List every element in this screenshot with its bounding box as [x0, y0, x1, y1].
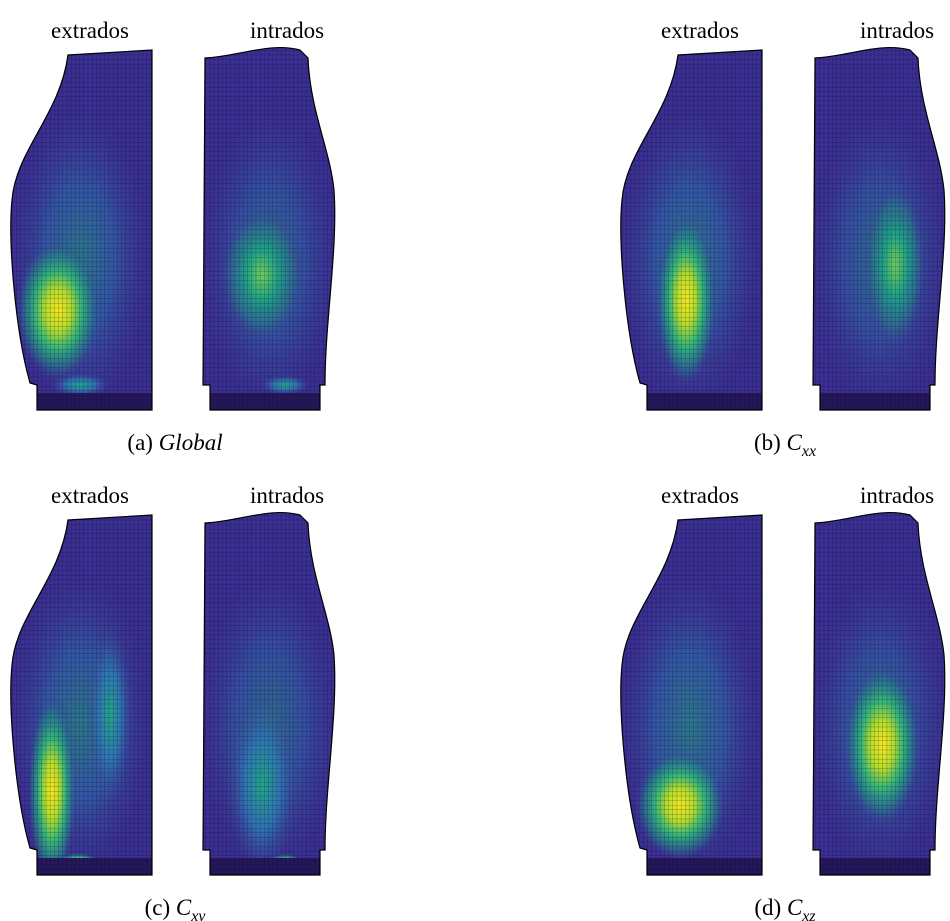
mesh: [620, 512, 945, 875]
blade-outline: [812, 46, 946, 411]
caption-tag: (b): [754, 430, 781, 455]
mesh: [620, 47, 945, 410]
caption-subscript: xy: [190, 908, 206, 921]
heatmap: [10, 512, 335, 875]
heatmap: [10, 47, 335, 410]
panel: extrados intrados (d) Cxz: [620, 483, 946, 921]
blade-outline: [202, 46, 336, 411]
caption: (a) Global: [127, 430, 222, 455]
blade-label: intrados: [250, 18, 324, 43]
caption-text: Global: [159, 430, 223, 455]
heatmap: [620, 512, 945, 875]
blade-label: extrados: [51, 483, 129, 508]
blade-outline: [202, 511, 336, 876]
caption-tag: (d): [754, 895, 781, 920]
caption-subscript: xz: [801, 908, 816, 921]
caption-tag: (a): [127, 430, 153, 455]
blade-outline: [10, 49, 153, 411]
mesh: [10, 47, 335, 410]
panel: extrados intrados (b) Cxx: [620, 18, 946, 460]
heatmap: [620, 47, 945, 410]
panel: extrados intrados (c) Cxy: [10, 483, 336, 921]
blade-label: extrados: [661, 18, 739, 43]
caption-symbol: C: [787, 895, 803, 920]
blade-label: intrados: [860, 483, 934, 508]
caption: (d) Cxz: [754, 895, 816, 921]
caption: (c) Cxy: [145, 895, 207, 921]
mesh: [10, 512, 335, 875]
blade-label: intrados: [250, 483, 324, 508]
caption: (b) Cxx: [754, 430, 816, 460]
caption-symbol: C: [787, 430, 803, 455]
caption-subscript: xx: [801, 443, 816, 460]
blade-label: extrados: [661, 483, 739, 508]
blade-label: extrados: [51, 18, 129, 43]
blade-label: intrados: [860, 18, 934, 43]
blade-outline: [10, 514, 153, 876]
caption-tag: (c): [145, 895, 171, 920]
panel: extrados intrados (a) Global: [10, 18, 336, 455]
blade-outline: [620, 49, 763, 411]
blade-outline: [620, 514, 763, 876]
blade-outline: [812, 511, 946, 876]
caption-symbol: C: [176, 895, 192, 920]
